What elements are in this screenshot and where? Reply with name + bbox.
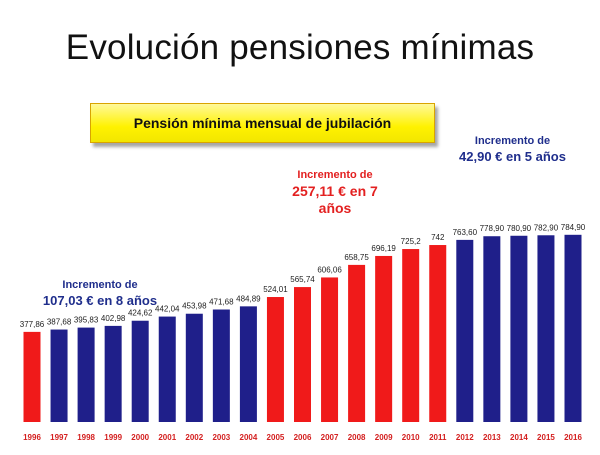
- bar-1997: [50, 329, 68, 422]
- x-tick-label-2016: 2016: [564, 433, 582, 442]
- value-label-2004: 484,89: [236, 294, 261, 303]
- bar-1996: [23, 331, 41, 422]
- bar-2009: [375, 255, 393, 422]
- x-tick-label-2011: 2011: [429, 433, 447, 442]
- value-label-2013: 778,90: [480, 224, 505, 233]
- chart-subtitle: Pensión mínima mensual de jubilación: [90, 103, 435, 143]
- x-tick-label-1997: 1997: [50, 433, 68, 442]
- x-tick-label-2006: 2006: [294, 433, 312, 442]
- value-label-2016: 784,90: [561, 223, 586, 232]
- bar-2016: [564, 234, 582, 422]
- bar-2015: [537, 235, 555, 422]
- annotation-period-1: Incremento de 107,03 € en 8 años: [40, 279, 160, 309]
- value-label-1998: 395,83: [74, 316, 99, 325]
- bar-2006: [294, 287, 311, 422]
- x-tick-label-1999: 1999: [104, 433, 122, 442]
- bar-2014: [510, 235, 528, 422]
- value-label-1997: 387,68: [47, 318, 72, 327]
- annotation-period-2: Incremento de 257,11 € en 7 años: [270, 169, 400, 218]
- x-tick-label-1998: 1998: [77, 433, 95, 442]
- value-label-1999: 402,98: [101, 314, 126, 323]
- x-tick-label-1996: 1996: [23, 433, 41, 442]
- x-tick-label-2005: 2005: [267, 433, 285, 442]
- page-title: Evolución pensiones mínimas: [65, 28, 535, 67]
- annotation-period-3: Incremento de 42,90 € en 5 años: [450, 135, 575, 165]
- value-label-2002: 453,98: [182, 302, 207, 311]
- value-label-2000: 424,62: [128, 309, 153, 318]
- x-tick-label-2000: 2000: [131, 433, 149, 442]
- value-label-1996: 377,86: [20, 320, 45, 329]
- value-label-2007: 606,06: [317, 265, 342, 274]
- bar-1998: [77, 327, 95, 422]
- value-label-2001: 442,04: [155, 305, 180, 314]
- bar-2001: [158, 316, 176, 422]
- value-label-2012: 763,60: [453, 228, 478, 237]
- x-tick-label-2009: 2009: [375, 433, 393, 442]
- bar-2010: [402, 249, 420, 422]
- x-tick-label-2007: 2007: [321, 433, 339, 442]
- value-label-2010: 725,2: [401, 237, 422, 246]
- value-label-2006: 565,74: [290, 275, 315, 284]
- value-label-2008: 658,75: [344, 253, 369, 262]
- x-tick-label-2002: 2002: [185, 433, 203, 442]
- x-tick-label-2001: 2001: [158, 433, 176, 442]
- bar-1999: [104, 325, 122, 422]
- value-label-2009: 696,19: [371, 244, 396, 253]
- x-tick-label-2003: 2003: [212, 433, 230, 442]
- annotation-period-2-line3: años: [318, 200, 352, 217]
- annotation-period-2-line1: Incremento de: [297, 169, 373, 181]
- x-tick-label-2010: 2010: [402, 433, 420, 442]
- value-label-2003: 471,68: [209, 298, 234, 307]
- bar-2004: [239, 306, 257, 422]
- value-label-2015: 782,90: [534, 223, 559, 232]
- bar-2008: [348, 264, 366, 422]
- value-label-2014: 780,90: [507, 224, 532, 233]
- value-label-2011: 742: [431, 233, 445, 242]
- bar-2013: [483, 236, 501, 422]
- x-tick-label-2014: 2014: [510, 433, 528, 442]
- x-tick-label-2008: 2008: [348, 433, 366, 442]
- annotation-period-3-line2: 42,90 € en 5 años: [459, 148, 566, 164]
- x-tick-label-2012: 2012: [456, 433, 474, 442]
- bar-2007: [321, 277, 339, 422]
- x-tick-label-2004: 2004: [240, 433, 258, 442]
- bar-2002: [185, 313, 203, 422]
- bar-2011: [429, 245, 447, 422]
- x-tick-label-2013: 2013: [483, 433, 501, 442]
- x-tick-label-2015: 2015: [537, 433, 555, 442]
- annotation-period-1-line1: Incremento de: [62, 279, 138, 291]
- annotation-period-2-line2: 257,11 € en 7: [292, 182, 378, 199]
- bar-2005: [266, 297, 284, 422]
- value-label-2005: 524,01: [263, 285, 288, 294]
- annotation-period-1-line2: 107,03 € en 8 años: [42, 292, 158, 308]
- bar-2000: [131, 320, 149, 422]
- annotation-period-3-line1: Incremento de: [474, 135, 551, 147]
- bar-2012: [456, 239, 474, 422]
- bar-2003: [212, 309, 230, 422]
